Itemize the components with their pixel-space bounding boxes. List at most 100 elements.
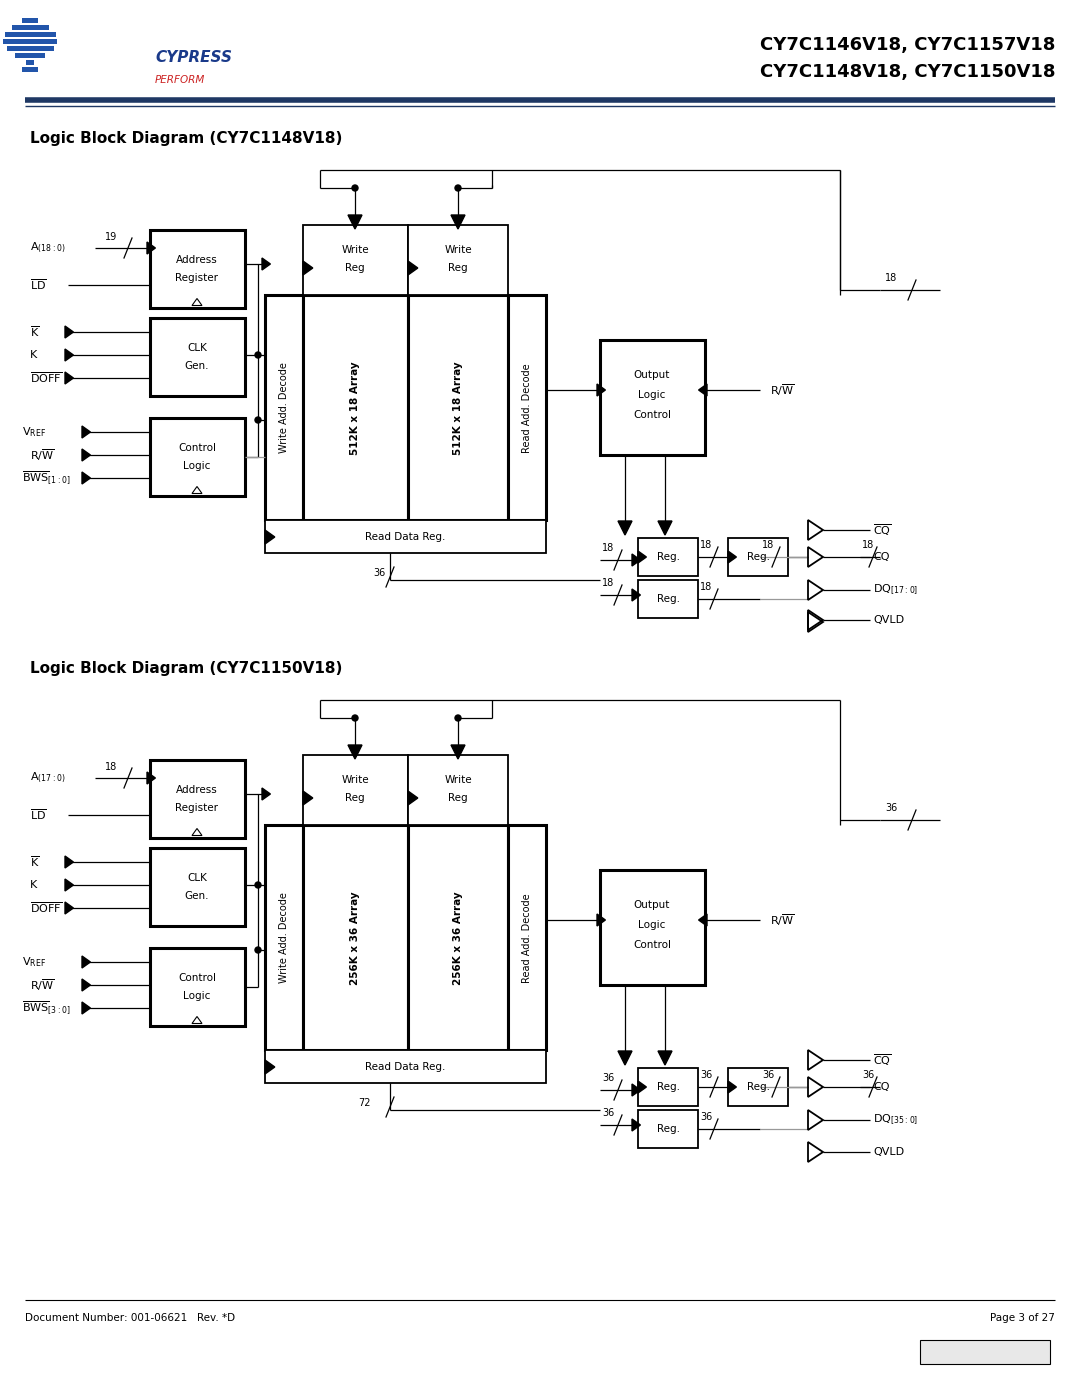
Text: Control: Control xyxy=(633,940,671,950)
Text: Write: Write xyxy=(444,775,472,785)
Text: Logic Block Diagram (CY7C1150V18): Logic Block Diagram (CY7C1150V18) xyxy=(30,661,342,676)
Text: K: K xyxy=(30,880,37,890)
Text: Register: Register xyxy=(175,803,218,813)
Bar xyxy=(150,319,245,395)
Text: 18: 18 xyxy=(700,541,712,550)
Polygon shape xyxy=(632,555,640,566)
Text: $\overline{\rm DOFF}$: $\overline{\rm DOFF}$ xyxy=(30,370,63,386)
Text: Write: Write xyxy=(341,244,368,256)
Bar xyxy=(22,18,38,22)
Bar xyxy=(408,295,508,520)
Text: Write: Write xyxy=(444,244,472,256)
Bar xyxy=(728,538,788,576)
Text: Reg.: Reg. xyxy=(657,594,679,604)
Bar xyxy=(638,538,698,576)
Polygon shape xyxy=(658,521,672,535)
Text: QVLD: QVLD xyxy=(873,615,904,624)
Polygon shape xyxy=(265,1060,274,1074)
Text: Register: Register xyxy=(175,272,218,284)
Text: PERFORM: PERFORM xyxy=(156,75,205,85)
Bar xyxy=(408,754,508,826)
Text: Logic: Logic xyxy=(638,390,665,400)
Bar xyxy=(303,225,408,295)
Text: K: K xyxy=(30,351,37,360)
Text: Output: Output xyxy=(634,370,671,380)
Bar xyxy=(150,848,245,926)
Text: $\overline{\rm K}$: $\overline{\rm K}$ xyxy=(30,855,40,869)
Polygon shape xyxy=(82,1002,91,1014)
Text: Gen.: Gen. xyxy=(185,360,210,372)
Bar xyxy=(638,580,698,617)
Polygon shape xyxy=(348,745,362,759)
Text: 72: 72 xyxy=(357,1098,370,1108)
Polygon shape xyxy=(82,956,91,968)
Polygon shape xyxy=(728,1081,737,1092)
Bar xyxy=(508,826,546,1051)
Polygon shape xyxy=(65,879,73,891)
Text: Logic: Logic xyxy=(184,461,211,471)
Bar xyxy=(408,826,508,1051)
Bar xyxy=(920,1340,1050,1363)
Text: A$_{(18:0)}$: A$_{(18:0)}$ xyxy=(30,240,66,256)
Circle shape xyxy=(455,715,461,721)
Polygon shape xyxy=(65,856,73,868)
Text: Reg: Reg xyxy=(346,793,365,803)
Text: Reg: Reg xyxy=(346,263,365,272)
Polygon shape xyxy=(303,791,313,805)
Text: Read Add. Decode: Read Add. Decode xyxy=(522,893,532,983)
Text: CLK: CLK xyxy=(187,344,207,353)
Polygon shape xyxy=(597,914,606,926)
Text: 18: 18 xyxy=(862,541,874,550)
Polygon shape xyxy=(451,745,465,759)
Polygon shape xyxy=(728,550,737,563)
Text: Write: Write xyxy=(341,775,368,785)
Polygon shape xyxy=(265,529,274,543)
Text: 36: 36 xyxy=(862,1070,874,1080)
Polygon shape xyxy=(65,349,73,360)
Bar xyxy=(508,295,546,520)
Bar xyxy=(265,520,546,553)
Bar xyxy=(265,295,303,520)
Polygon shape xyxy=(632,1119,640,1132)
Bar xyxy=(303,295,408,520)
Bar xyxy=(638,1111,698,1148)
Polygon shape xyxy=(699,384,707,395)
Text: $\overline{\rm LD}$: $\overline{\rm LD}$ xyxy=(30,807,46,823)
Text: 18: 18 xyxy=(885,272,897,284)
Text: $\overline{\rm BWS}$$_{[3:0]}$: $\overline{\rm BWS}$$_{[3:0]}$ xyxy=(22,999,71,1017)
Polygon shape xyxy=(65,902,73,914)
Polygon shape xyxy=(147,773,156,784)
Text: 512K x 18 Array: 512K x 18 Array xyxy=(350,362,360,455)
Text: 36: 36 xyxy=(602,1073,615,1083)
Text: 36: 36 xyxy=(762,1070,774,1080)
Text: +1  Feedback: +1 Feedback xyxy=(951,1347,1018,1356)
Circle shape xyxy=(352,184,357,191)
Text: R/$\overline{\rm W}$: R/$\overline{\rm W}$ xyxy=(770,912,795,928)
Text: Reg.: Reg. xyxy=(657,552,679,562)
Text: DQ$_{[35:0]}$: DQ$_{[35:0]}$ xyxy=(873,1113,918,1127)
Circle shape xyxy=(255,882,261,888)
Text: CQ: CQ xyxy=(873,1083,890,1092)
Text: Control: Control xyxy=(178,972,216,983)
Bar xyxy=(265,1051,546,1083)
Text: Address: Address xyxy=(176,256,218,265)
Circle shape xyxy=(255,947,261,953)
Text: Logic: Logic xyxy=(184,990,211,1002)
Text: CLK: CLK xyxy=(187,873,207,883)
Polygon shape xyxy=(638,550,647,563)
Polygon shape xyxy=(147,242,156,254)
Polygon shape xyxy=(303,261,313,275)
Circle shape xyxy=(255,416,261,423)
Text: $\overline{\rm BWS}$$_{[1:0]}$: $\overline{\rm BWS}$$_{[1:0]}$ xyxy=(22,469,71,486)
Text: CY7C1148V18, CY7C1150V18: CY7C1148V18, CY7C1150V18 xyxy=(759,63,1055,81)
Bar xyxy=(150,949,245,1025)
Text: Control: Control xyxy=(633,409,671,420)
Text: Document Number: 001-06621   Rev. *D: Document Number: 001-06621 Rev. *D xyxy=(25,1313,235,1323)
Bar xyxy=(5,32,56,36)
Bar xyxy=(600,339,705,455)
Polygon shape xyxy=(65,372,73,384)
Bar xyxy=(150,418,245,496)
Text: Gen.: Gen. xyxy=(185,891,210,901)
Text: Reg: Reg xyxy=(448,263,468,272)
Text: $\overline{\rm K}$: $\overline{\rm K}$ xyxy=(30,324,40,339)
